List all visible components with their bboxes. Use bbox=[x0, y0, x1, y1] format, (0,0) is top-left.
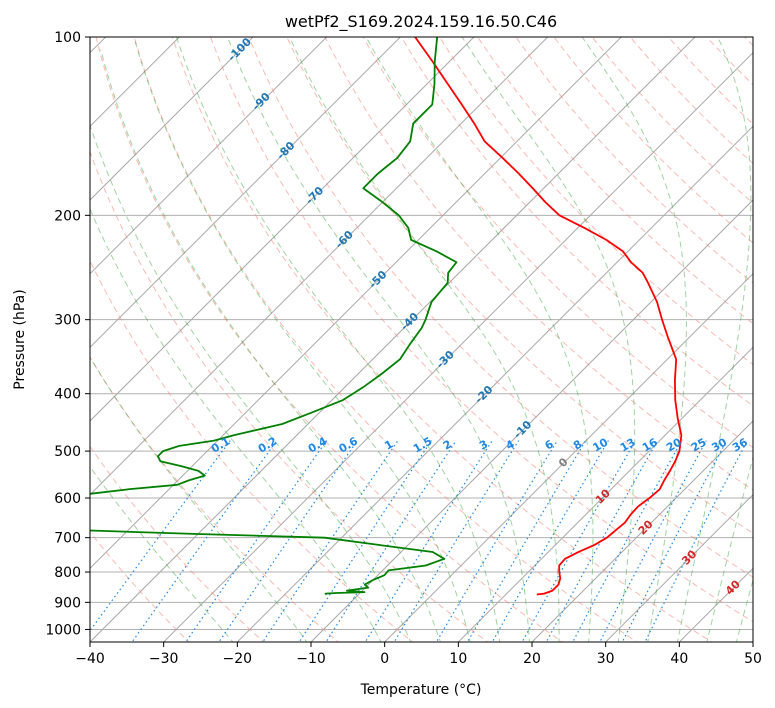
y-axis-title: Pressure (hPa) bbox=[12, 289, 28, 389]
moist-adiabat bbox=[175, 37, 501, 642]
plot-frame bbox=[89, 36, 754, 643]
mixing-ratio-line bbox=[491, 440, 609, 642]
mixing-ratio-line bbox=[521, 440, 637, 642]
plot-area bbox=[90, 37, 753, 642]
isotherm--70 bbox=[90, 37, 475, 422]
moist-adiabat bbox=[706, 455, 753, 642]
y-tick-label: 500 bbox=[54, 444, 81, 460]
mixing-ratio-line bbox=[572, 440, 683, 642]
moist-adiabat bbox=[227, 37, 530, 642]
dry-adiabat bbox=[286, 37, 753, 534]
dry-adiabat bbox=[95, 37, 564, 642]
dry-adiabat bbox=[362, 37, 753, 449]
moist-adiabat bbox=[461, 37, 636, 642]
dry-adiabat bbox=[439, 37, 753, 366]
y-tick-label: 800 bbox=[54, 565, 81, 581]
isotherm--100 bbox=[90, 37, 254, 201]
dry-adiabat bbox=[477, 37, 753, 325]
y-tick-label: 200 bbox=[54, 208, 81, 224]
dry-adiabat bbox=[210, 37, 753, 623]
y-tick-label: 100 bbox=[54, 30, 81, 46]
isotherm--10 bbox=[310, 199, 753, 642]
mixing-ratio-line bbox=[599, 440, 707, 642]
dry-adiabat bbox=[248, 37, 753, 578]
moist-adiabat bbox=[581, 37, 687, 642]
moist-adiabat bbox=[90, 465, 234, 642]
y-tick-label: 400 bbox=[54, 387, 81, 403]
temperature-profile bbox=[414, 37, 683, 596]
dry-adiabat bbox=[400, 37, 753, 407]
x-tick-label: −30 bbox=[149, 651, 179, 667]
mixing-ratio-line bbox=[435, 440, 558, 642]
moist-adiabat bbox=[365, 37, 594, 642]
x-tick-label: 40 bbox=[670, 651, 688, 667]
isotherm-20 bbox=[531, 420, 753, 642]
x-tick-label: 20 bbox=[523, 651, 541, 667]
y-tick-label: 700 bbox=[54, 531, 81, 547]
isotherm-0 bbox=[383, 272, 753, 642]
x-tick-label: 0 bbox=[380, 651, 389, 667]
isotherm--20 bbox=[236, 125, 753, 642]
isotherm-10 bbox=[457, 346, 753, 642]
moist-adiabat bbox=[90, 356, 308, 642]
mixing-ratio-line bbox=[644, 440, 748, 642]
mixing-ratio-line bbox=[185, 440, 328, 642]
moist-adiabat bbox=[133, 37, 471, 642]
x-tick-label: 50 bbox=[744, 651, 762, 667]
y-tick-label: 300 bbox=[54, 313, 81, 329]
x-axis-title: Temperature (°C) bbox=[360, 682, 482, 698]
mixing-ratio-line bbox=[545, 440, 659, 642]
dewpoint-profile bbox=[90, 37, 458, 596]
x-tick-label: 10 bbox=[449, 651, 467, 667]
isotherm--40 bbox=[90, 37, 696, 642]
dry-adiabat bbox=[133, 37, 638, 642]
x-tick-label: 30 bbox=[597, 651, 615, 667]
isotherm--90 bbox=[90, 37, 328, 275]
x-tick-label: −40 bbox=[75, 651, 105, 667]
mixing-ratio-line bbox=[364, 440, 493, 642]
moist-adiabat bbox=[90, 207, 382, 642]
mixing-ratio-line bbox=[621, 440, 728, 642]
moist-adiabat bbox=[100, 49, 441, 642]
dry-adiabat bbox=[324, 37, 753, 491]
isotherm--50 bbox=[90, 37, 623, 570]
chart-title: wetPf2_S169.2024.159.16.50.C46 bbox=[285, 12, 557, 32]
x-tick-label: −20 bbox=[223, 651, 253, 667]
isotherm-30 bbox=[604, 493, 753, 642]
isotherm--30 bbox=[162, 51, 753, 642]
dry-adiabat bbox=[90, 356, 339, 642]
isotherm--60 bbox=[90, 37, 549, 496]
y-tick-label: 1000 bbox=[45, 622, 81, 638]
y-tick-label: 600 bbox=[54, 491, 81, 507]
axes: −40 −30 −20 −10 0 10 20 30 40 50 100 200 300 400 500 60… bbox=[45, 30, 762, 667]
mixing-ratio-line bbox=[466, 440, 587, 642]
isotherm--80 bbox=[90, 37, 402, 349]
mixing-ratio-line bbox=[218, 440, 358, 642]
mixing-ratio-line bbox=[90, 440, 231, 632]
dry-adiabat bbox=[171, 37, 713, 642]
moist-adiabat bbox=[90, 123, 412, 642]
x-tick-label: −10 bbox=[296, 651, 326, 667]
dry-adiabat bbox=[90, 259, 414, 642]
moist-adiabat bbox=[735, 578, 753, 642]
y-tick-label: 900 bbox=[54, 595, 81, 611]
moist-adiabat bbox=[676, 37, 752, 642]
moist-adiabat bbox=[289, 37, 560, 642]
